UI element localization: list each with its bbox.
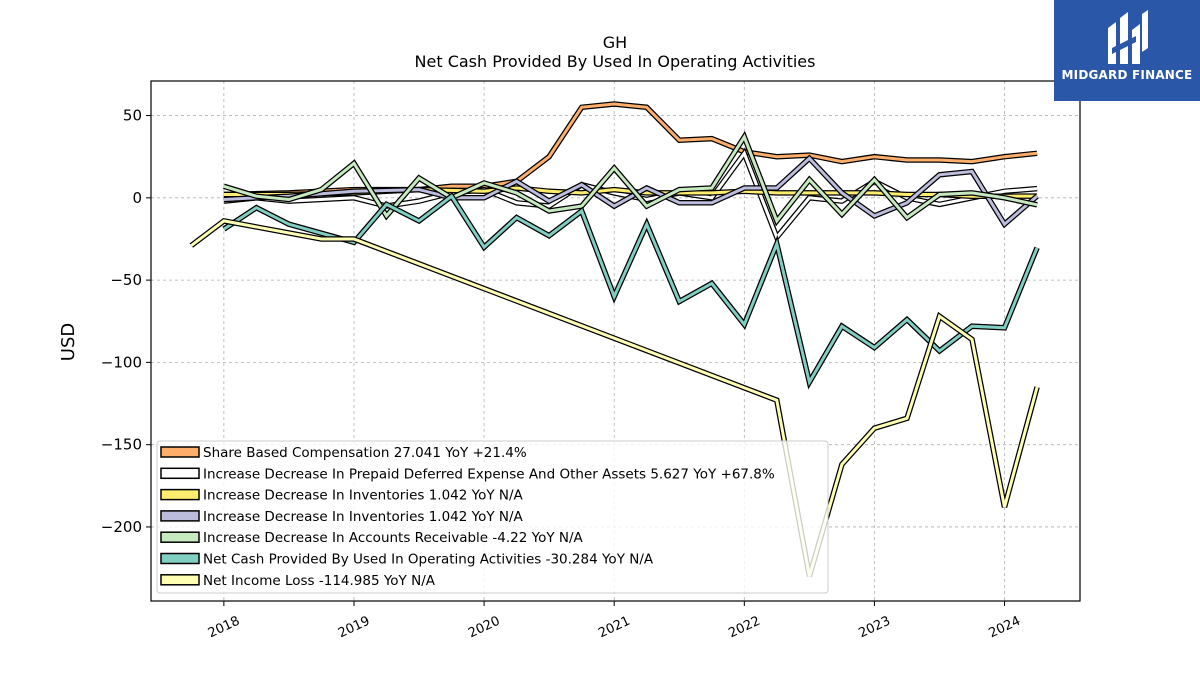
series-2 bbox=[223, 185, 1038, 199]
series-4 bbox=[223, 130, 1038, 227]
series-line-outline bbox=[223, 101, 1038, 198]
y-tick-label: −100 bbox=[101, 353, 142, 371]
legend-item: Increase Decrease In Inventories 1.042 Y… bbox=[160, 488, 524, 504]
x-tick-label: 2018 bbox=[206, 614, 242, 642]
x-tick-label: 2022 bbox=[726, 614, 762, 642]
series-line bbox=[223, 133, 1038, 224]
series-6 bbox=[189, 217, 1040, 578]
legend-swatch bbox=[160, 531, 200, 543]
y-axis: 50 0 −50 −100 −150 −200 bbox=[101, 107, 151, 536]
legend-box bbox=[156, 440, 829, 594]
series-line-outline bbox=[223, 130, 1038, 227]
series-line-outline bbox=[222, 192, 1040, 390]
legend-item: Increase Decrease In Accounts Receivable… bbox=[160, 530, 584, 546]
legend-item: Net Cash Provided By Used In Operating A… bbox=[160, 552, 654, 568]
legend-item: Share Based Compensation 27.041 YoY +21.… bbox=[160, 445, 527, 461]
series-line bbox=[223, 102, 1038, 196]
legend-item: Increase Decrease In Inventories 1.042 Y… bbox=[160, 509, 524, 525]
legend-label: Increase Decrease In Accounts Receivable… bbox=[203, 530, 584, 546]
logo: MIDGARD FINANCE bbox=[1054, 0, 1200, 101]
legend-label: Increase Decrease In Inventories 1.042 Y… bbox=[203, 509, 524, 525]
y-axis-label: USD bbox=[58, 323, 79, 361]
y-tick-label: 0 bbox=[132, 189, 142, 207]
legend-swatch bbox=[160, 446, 200, 458]
y-tick-label: −150 bbox=[101, 436, 142, 454]
legend-swatch bbox=[160, 488, 200, 501]
series-0 bbox=[223, 101, 1038, 198]
logo-text: MIDGARD FINANCE bbox=[1061, 68, 1193, 82]
legend-label: Net Income Loss -114.985 YoY N/A bbox=[203, 573, 436, 589]
x-tick-label: 2019 bbox=[336, 614, 372, 642]
plot-frame bbox=[150, 80, 1081, 602]
series-layer bbox=[189, 101, 1040, 578]
series-5 bbox=[222, 192, 1040, 390]
legend-swatch bbox=[160, 552, 200, 565]
legend-swatch bbox=[160, 574, 200, 586]
legend-label: Increase Decrease In Prepaid Deferred Ex… bbox=[203, 466, 775, 482]
series-line bbox=[223, 194, 1039, 387]
x-tick-label: 2024 bbox=[987, 614, 1023, 642]
y-tick-label: −50 bbox=[110, 271, 142, 289]
chart-subtitle: Net Cash Provided By Used In Operating A… bbox=[415, 52, 816, 71]
series-line bbox=[223, 186, 1038, 198]
legend-item: Increase Decrease In Prepaid Deferred Ex… bbox=[160, 466, 775, 482]
series-line bbox=[190, 219, 1039, 577]
legend-label: Share Based Compensation 27.041 YoY +21.… bbox=[203, 445, 527, 461]
midgard-logo-icon bbox=[1108, 10, 1148, 64]
legend-swatch bbox=[160, 467, 200, 480]
legend-item: Net Income Loss -114.985 YoY N/A bbox=[160, 573, 436, 589]
x-tick-label: 2023 bbox=[856, 614, 892, 642]
y-tick-label: 50 bbox=[123, 107, 142, 125]
y-tick-label: −200 bbox=[101, 518, 142, 536]
x-axis: 2018 2019 2020 2021 2022 2023 2024 bbox=[206, 601, 1023, 641]
x-tick-label: 2021 bbox=[596, 614, 632, 642]
legend-swatch bbox=[160, 510, 200, 522]
legend-label: Net Cash Provided By Used In Operating A… bbox=[203, 552, 654, 568]
chart-title: GH bbox=[603, 33, 627, 52]
x-tick-label: 2020 bbox=[466, 614, 502, 642]
legend-label: Increase Decrease In Inventories 1.042 Y… bbox=[203, 488, 524, 504]
legend: Share Based Compensation 27.041 YoY +21.… bbox=[156, 440, 829, 594]
